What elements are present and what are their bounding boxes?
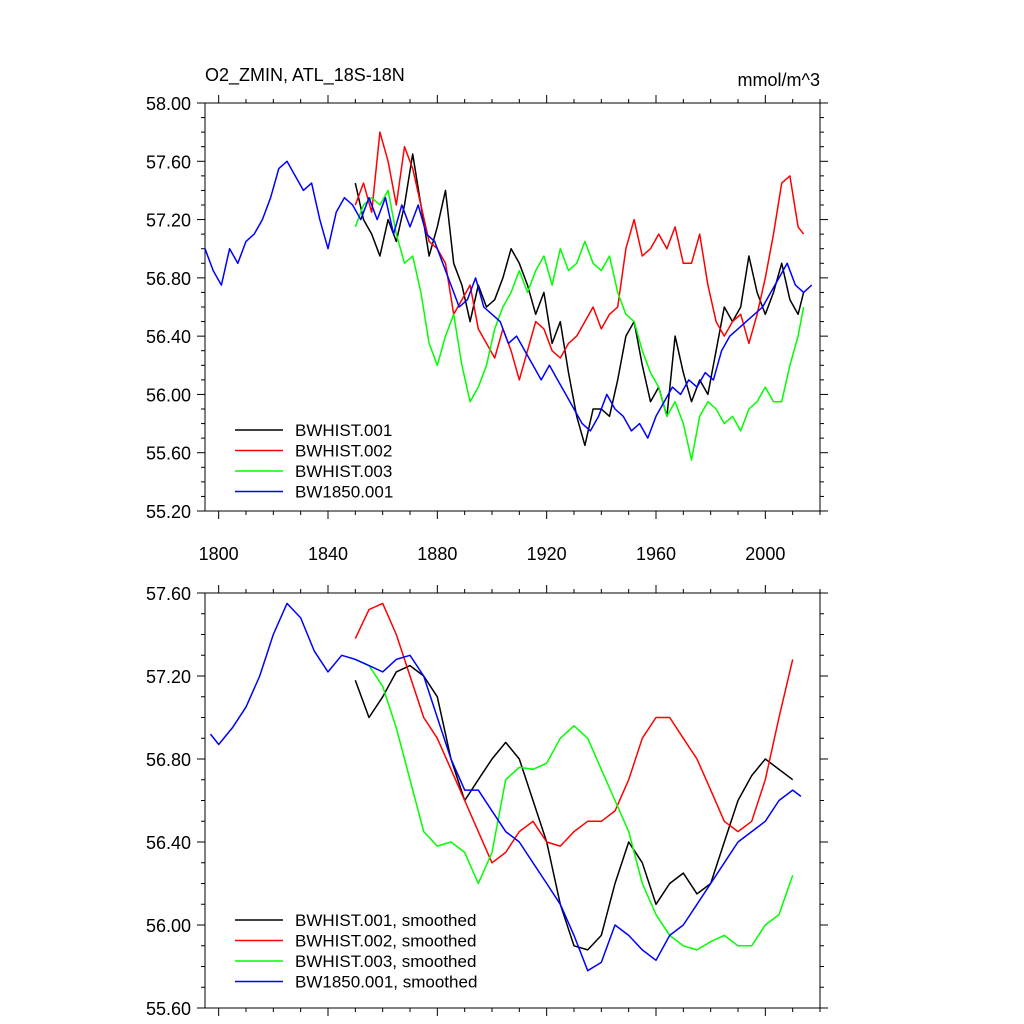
x-tick-label: 1880	[417, 544, 457, 564]
series-line-bwhist-002	[354, 131, 805, 381]
y-tick-labels: 55.20 55.60 56.00 56.40 56.80 57.20 57.60 58.00	[146, 94, 191, 522]
y-tick-label: 56.80	[146, 269, 191, 289]
o2-zmin-raw-chart: O2_ZMIN, ATL_18S-18N mmol/m^3 55.20 55.60…	[146, 65, 828, 564]
y-tick-label: 57.20	[146, 667, 191, 687]
y-tick-labels: 55.60 56.00 56.40 56.80 57.20 57.60	[146, 584, 191, 1019]
y-tick-label: 57.20	[146, 211, 191, 231]
x-tick-label: 1960	[636, 544, 676, 564]
y-tick-label: 56.00	[146, 385, 191, 405]
series-line-bwhist-001	[354, 153, 805, 447]
series-line-bwhist-003	[354, 189, 805, 461]
y-tick-label: 55.60	[146, 444, 191, 464]
y-tick-label: 57.60	[146, 584, 191, 604]
legend-label: BWHIST.003, smoothed	[295, 952, 476, 971]
legend-label: BW1850.001	[295, 483, 393, 502]
y-tick-label: 56.00	[146, 916, 191, 936]
series-line-bw1850-001-smoothed	[209, 602, 802, 972]
legend: BWHIST.001, smoothed BWHIST.002, smoothed…	[235, 911, 477, 992]
legend-label: BWHIST.003	[295, 462, 392, 481]
series-lines	[209, 602, 802, 972]
axis-ticks	[197, 585, 828, 1016]
legend-label: BWHIST.001	[295, 421, 392, 440]
y-tick-label: 57.60	[146, 152, 191, 172]
y-tick-label: 58.00	[146, 94, 191, 114]
y-tick-label: 55.20	[146, 502, 191, 522]
series-lines	[204, 131, 813, 461]
y-tick-label: 56.40	[146, 833, 191, 853]
y-tick-label: 55.60	[146, 999, 191, 1019]
series-line-bwhist-001-smoothed	[354, 664, 794, 951]
x-tick-label: 2000	[745, 544, 785, 564]
x-tick-label: 1800	[199, 544, 239, 564]
legend-label: BWHIST.001, smoothed	[295, 911, 476, 930]
o2-zmin-smoothed-chart: 55.60 56.00 56.40 56.80 57.20 57.60 BWHIST.00…	[146, 584, 828, 1019]
x-tick-label: 1840	[308, 544, 348, 564]
chart-units: mmol/m^3	[738, 70, 820, 90]
axis-ticks	[197, 95, 828, 519]
x-tick-label: 1920	[527, 544, 567, 564]
y-tick-label: 56.80	[146, 750, 191, 770]
legend-label: BWHIST.002	[295, 442, 392, 461]
series-line-bwhist-003-smoothed	[354, 658, 794, 951]
y-tick-label: 56.40	[146, 327, 191, 347]
legend-label: BWHIST.002, smoothed	[295, 932, 476, 951]
series-line-bw1850-001	[204, 160, 813, 439]
series-line-bwhist-002-smoothed	[354, 602, 794, 864]
x-tick-labels: 1800 1840 1880 1920 1960 2000	[199, 544, 786, 564]
chart-title: O2_ZMIN, ATL_18S-18N	[205, 65, 405, 86]
legend-label: BW1850.001, smoothed	[295, 973, 477, 992]
